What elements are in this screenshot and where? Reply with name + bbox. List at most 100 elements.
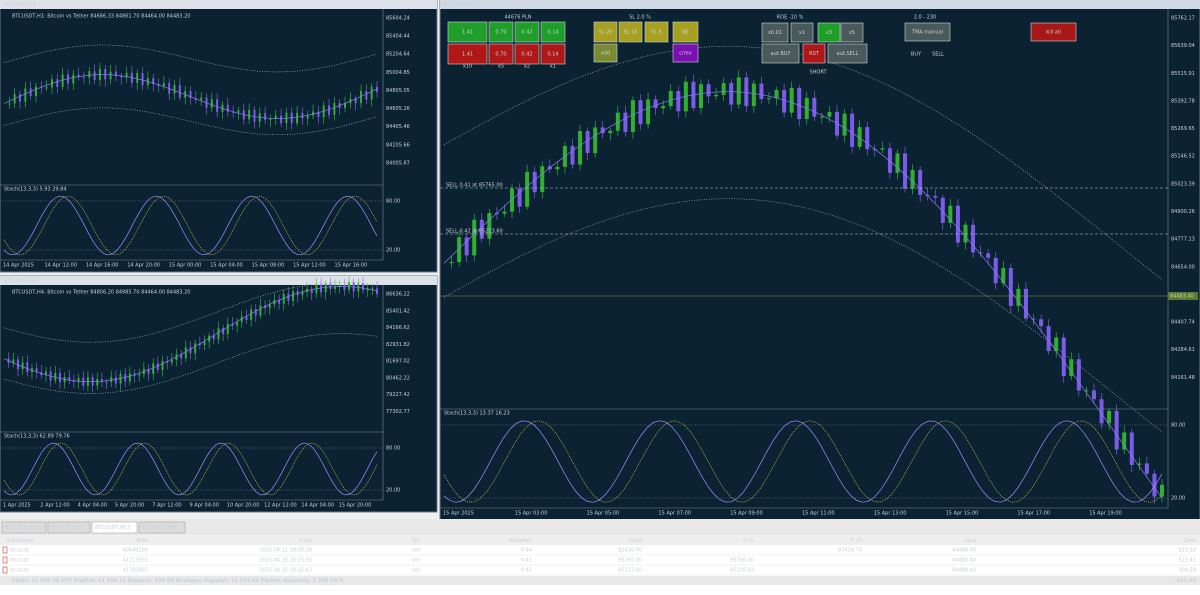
candle <box>646 99 651 125</box>
lot-button[interactable] <box>790 22 814 43</box>
price-label: 81697.02 <box>386 359 410 365</box>
window-h4 <box>0 275 438 513</box>
price-label: 85401.42 <box>386 308 410 314</box>
add-button[interactable] <box>593 43 618 63</box>
lot-button[interactable] <box>840 22 864 43</box>
sell-button-label: 0.42 <box>521 52 532 58</box>
candle <box>887 148 892 173</box>
time-label: 15 Apr 00:00 <box>169 263 202 269</box>
cell: 0.41 <box>521 558 532 564</box>
price-label: 85269.65 <box>1171 126 1195 132</box>
candle <box>54 372 57 381</box>
cell: sell <box>412 558 420 564</box>
table-header <box>0 536 1200 545</box>
range-setting: 2.0 - 230 <box>914 15 936 21</box>
column-header: Bilet <box>137 538 148 544</box>
cell: 85765.00 <box>618 558 642 564</box>
tab-label: BTCUSDT,H4 <box>51 525 83 531</box>
candle <box>18 94 21 102</box>
title-bar <box>0 276 437 285</box>
candle <box>120 76 123 78</box>
stoch-main <box>3 195 378 256</box>
tab[interactable] <box>91 521 138 534</box>
candle <box>706 84 711 97</box>
sell-button[interactable] <box>447 43 488 65</box>
tab[interactable] <box>1 521 47 534</box>
time-label: 15 Apr 2025 <box>443 511 474 517</box>
sl-button-label: SL 5 <box>651 30 662 36</box>
tma-button[interactable] <box>904 22 951 42</box>
buy-button[interactable] <box>540 21 566 43</box>
lot-button[interactable] <box>761 22 789 43</box>
candle <box>661 106 666 109</box>
sell-button[interactable] <box>514 43 540 65</box>
lot-button[interactable] <box>817 22 841 43</box>
candle <box>1091 390 1096 400</box>
time-label: 15 Apr 20:00 <box>339 503 372 509</box>
candle <box>198 343 201 346</box>
candle <box>26 362 29 373</box>
sl-button[interactable] <box>593 21 618 43</box>
candle <box>269 118 272 120</box>
candle <box>880 148 885 150</box>
candle <box>232 111 235 113</box>
auto-sell-button[interactable] <box>827 43 868 64</box>
buy-button[interactable] <box>514 21 540 43</box>
candle <box>744 77 749 107</box>
price-label: 85392.78 <box>1171 98 1195 104</box>
auto-buy-button[interactable] <box>761 43 800 64</box>
candle <box>1099 399 1104 424</box>
reverse-button[interactable] <box>672 43 699 63</box>
price-label: 85762.17 <box>1171 16 1195 22</box>
candle <box>371 288 374 290</box>
sell-button[interactable] <box>540 43 566 65</box>
reset-button[interactable] <box>802 43 826 64</box>
column-header: S / L <box>743 538 754 544</box>
auto-buy-button-label: aut.BUY <box>771 51 792 57</box>
sell-button[interactable] <box>488 43 514 65</box>
candle <box>237 110 240 113</box>
candle <box>532 171 537 193</box>
time-label: 15 Apr 09:00 <box>730 511 763 517</box>
candle <box>366 288 369 291</box>
candle <box>986 253 991 258</box>
column-header: Cena <box>963 538 976 544</box>
time-label: 14 Apr 04:00 <box>301 503 334 509</box>
sl-button[interactable] <box>618 21 643 43</box>
tab[interactable] <box>138 521 186 534</box>
cell: 41713931 <box>123 558 148 564</box>
sl-button[interactable] <box>644 21 669 43</box>
tab[interactable] <box>47 521 91 534</box>
ma <box>3 286 378 383</box>
candle <box>203 341 206 346</box>
candle <box>918 170 923 196</box>
price-label: 85004.85 <box>386 70 410 76</box>
candle <box>292 291 295 301</box>
candle <box>61 74 64 88</box>
candle <box>721 83 726 95</box>
tma-sell: SELL <box>932 52 944 58</box>
candle <box>274 115 277 119</box>
multiplier: x10 <box>463 64 472 70</box>
tab-label: BTCUSDT,H1 <box>5 525 37 531</box>
candle <box>240 316 243 322</box>
sl-button[interactable] <box>672 21 699 43</box>
candle <box>993 257 998 284</box>
candle <box>226 104 229 112</box>
cell: 41782882 <box>123 568 148 574</box>
candle <box>170 360 173 363</box>
band-lower <box>3 333 378 394</box>
title-bar <box>440 0 1200 9</box>
buy-button[interactable] <box>447 21 488 43</box>
candle <box>540 166 545 193</box>
candle <box>278 300 281 304</box>
buy-button-label: 1.41 <box>462 30 473 36</box>
kill-button[interactable] <box>1030 22 1077 42</box>
candle <box>585 131 590 154</box>
candle <box>1008 268 1013 306</box>
price-label: 80.00 <box>386 446 400 452</box>
buy-button[interactable] <box>488 21 514 43</box>
reverse-button-label: c/rev <box>679 51 691 57</box>
roe-setting: ROE -10 % <box>777 15 804 21</box>
candle <box>212 335 215 340</box>
